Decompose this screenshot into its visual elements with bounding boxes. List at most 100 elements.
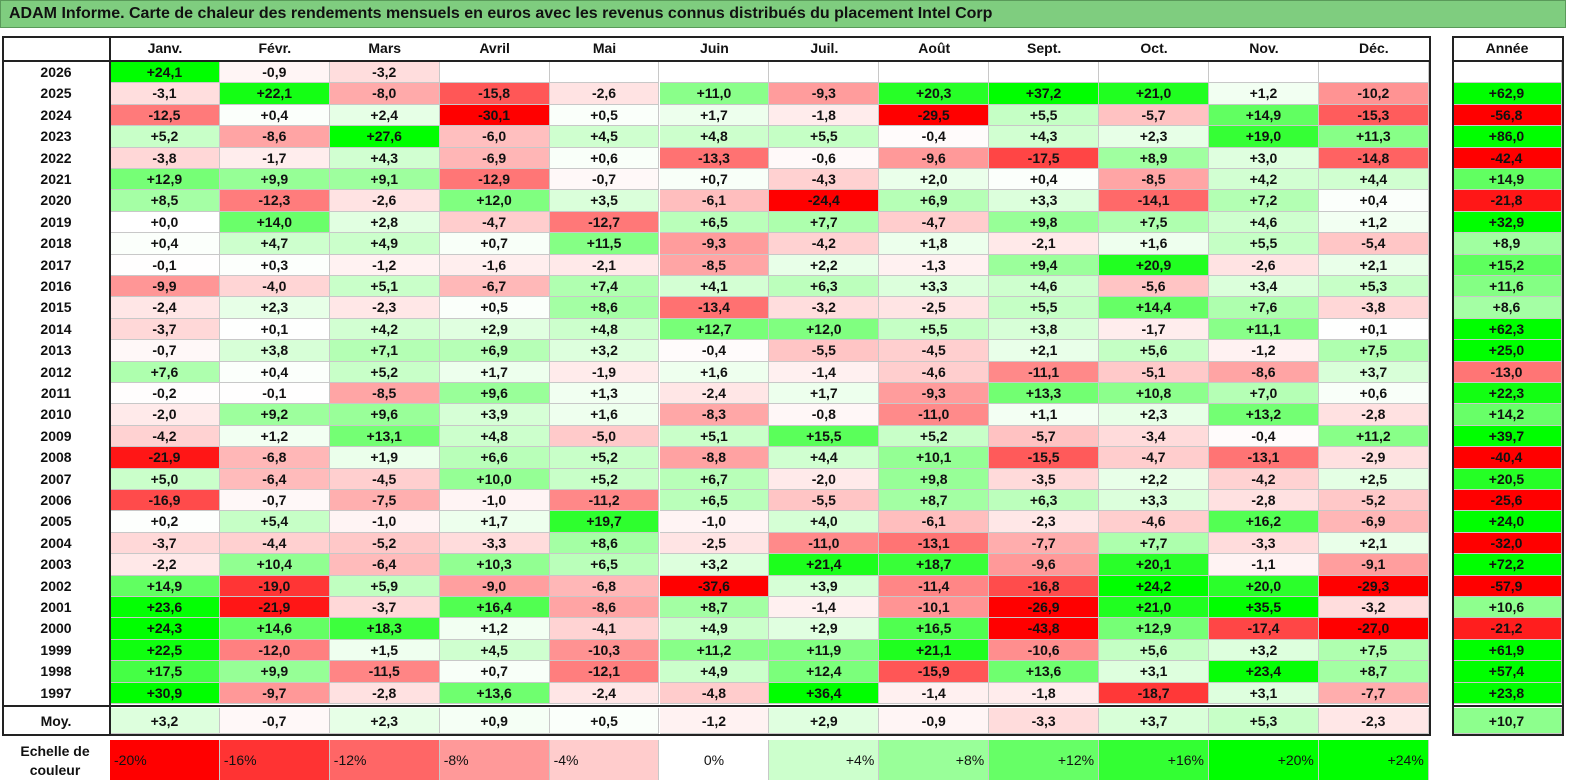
- annual-cell: +32,9: [1452, 211, 1562, 234]
- year-label: 2014: [40, 320, 72, 337]
- heatmap-cell: +0,7: [439, 233, 550, 255]
- heatmap-cell: -0,1: [110, 254, 220, 276]
- heatmap-cell: -0,9: [219, 62, 330, 84]
- heatmap-cell: +1,2: [219, 425, 330, 448]
- heatmap-cell: [549, 62, 660, 84]
- heatmap-cell: +3,1: [1099, 661, 1209, 683]
- annual-cell: -40,4: [1452, 447, 1562, 469]
- heatmap-cell: -2,8: [1318, 404, 1429, 426]
- year-label: 2024: [40, 106, 72, 123]
- heatmap-cell: -2,6: [549, 83, 660, 105]
- heatmap-cell: -6,7: [439, 276, 550, 298]
- heatmap-cell: +9,6: [329, 404, 440, 426]
- heatmap-cell: +2,1: [1318, 532, 1429, 555]
- heatmap-cell: +11,5: [549, 233, 660, 255]
- heatmap-cell: +4,0: [769, 511, 880, 533]
- heatmap-cell: -4,2: [769, 233, 880, 255]
- heatmap-cell: +0,1: [1318, 318, 1429, 341]
- annual-cell: +24,0: [1452, 511, 1562, 533]
- heatmap-cell: +10,3: [439, 554, 550, 576]
- heatmap-cell: +3,9: [439, 404, 550, 426]
- heatmap-cell: -13,3: [659, 147, 770, 169]
- year-label: 1999: [40, 641, 72, 658]
- heatmap-cell: +0,3: [219, 254, 330, 276]
- heatmap-cell: +4,9: [659, 661, 770, 683]
- heatmap-cell: +21,0: [1099, 597, 1209, 619]
- heatmap-cell: +2,2: [769, 254, 880, 276]
- heatmap-cell: +1,9: [329, 447, 440, 469]
- year-label: 2020: [40, 192, 72, 209]
- heatmap-cell: +4,6: [989, 276, 1100, 298]
- heatmap-cell: +6,6: [439, 447, 550, 469]
- heatmap-cell: -43,8: [989, 618, 1100, 640]
- heatmap-cell: +5,2: [110, 126, 220, 148]
- year-label: 2003: [40, 556, 72, 573]
- heatmap-cell: -4,7: [439, 211, 550, 234]
- heatmap-cell: +0,7: [439, 661, 550, 683]
- heatmap-cell: -8,8: [659, 447, 770, 469]
- heatmap-cell: -6,4: [329, 554, 440, 576]
- heatmap-cell: -1,4: [769, 597, 880, 619]
- heatmap-cell: -0,4: [879, 126, 990, 148]
- heatmap-cell: +1,2: [1318, 211, 1429, 234]
- heatmap-cell: +2,8: [329, 211, 440, 234]
- heatmap-cell: +0,6: [549, 147, 660, 169]
- heatmap-cell: -37,6: [659, 575, 770, 597]
- heatmap-cell: -4,8: [659, 682, 770, 704]
- heatmap-cell: +6,5: [659, 211, 770, 234]
- annual-cell: +8,9: [1452, 233, 1562, 255]
- heatmap-cell: -12,7: [549, 211, 660, 234]
- color-scale-swatch: -12%: [329, 740, 440, 780]
- heatmap-cell: +4,2: [329, 318, 440, 341]
- heatmap-cell: -4,5: [329, 468, 440, 490]
- heatmap-cell: -1,8: [769, 104, 880, 127]
- heatmap-cell: -11,2: [549, 490, 660, 512]
- heatmap-cell: -5,1: [1099, 361, 1209, 383]
- average-cell: +3,7: [1099, 708, 1209, 734]
- year-label: 2015: [40, 299, 72, 316]
- heatmap-cell: +24,2: [1099, 575, 1209, 597]
- heatmap-cell: -6,4: [219, 468, 330, 490]
- heatmap-cell: [1318, 62, 1429, 84]
- heatmap-cell: +37,2: [989, 83, 1100, 105]
- heatmap-cell: +8,7: [1318, 661, 1429, 683]
- heatmap-cell: -3,2: [329, 62, 440, 84]
- heatmap-cell: -2,8: [1209, 490, 1319, 512]
- heatmap-cell: +1,2: [1209, 83, 1319, 105]
- heatmap-cell: +3,4: [1209, 276, 1319, 298]
- month-header: Août: [879, 36, 990, 60]
- heatmap-cell: -1,3: [879, 254, 990, 276]
- heatmap-cell: +24,1: [110, 62, 220, 84]
- year-label: 2002: [40, 577, 72, 594]
- heatmap-cell: -8,6: [1209, 361, 1319, 383]
- heatmap-cell: [659, 62, 770, 84]
- year-label: 2004: [40, 534, 72, 551]
- heatmap-cell: +6,5: [659, 490, 770, 512]
- heatmap-cell: -18,7: [1099, 682, 1209, 704]
- heatmap-cell: +20,1: [1099, 554, 1209, 576]
- average-label: Moy.: [40, 713, 72, 729]
- heatmap-cell: +8,9: [1099, 147, 1209, 169]
- heatmap-cell: +9,8: [879, 468, 990, 490]
- heatmap-cell: -2,4: [659, 383, 770, 405]
- heatmap-cell: -4,2: [1209, 468, 1319, 490]
- heatmap-cell: -1,0: [439, 490, 550, 512]
- year-label: 2013: [40, 342, 72, 359]
- year-label: 2006: [40, 492, 72, 508]
- heatmap-cell: +11,1: [1209, 318, 1319, 341]
- heatmap-cell: +11,3: [1318, 126, 1429, 148]
- heatmap-cell: +3,2: [549, 340, 660, 362]
- heatmap-cell: -21,9: [219, 597, 330, 619]
- heatmap-cell: -15,5: [989, 447, 1100, 469]
- month-header: Avril: [439, 36, 550, 60]
- heatmap-cell: +35,5: [1209, 597, 1319, 619]
- year-label: 2017: [40, 256, 72, 273]
- heatmap-cell: -4,5: [879, 340, 990, 362]
- heatmap-cell: +20,9: [1099, 254, 1209, 276]
- average-cell: +2,9: [769, 708, 880, 734]
- heatmap-cell: +13,6: [989, 661, 1100, 683]
- heatmap-cell: +5,2: [879, 425, 990, 448]
- heatmap-cell: +1,6: [659, 361, 770, 383]
- heatmap-cell: -12,0: [219, 639, 330, 662]
- average-cell: -0,7: [219, 708, 330, 734]
